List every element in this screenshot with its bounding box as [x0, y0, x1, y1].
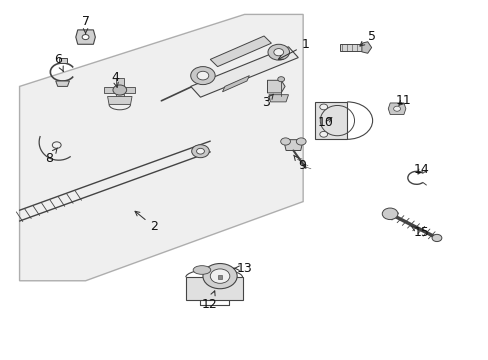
Polygon shape — [315, 102, 346, 139]
Text: 12: 12 — [201, 291, 217, 311]
Polygon shape — [20, 14, 303, 281]
Text: 5: 5 — [359, 30, 375, 46]
Circle shape — [113, 85, 126, 95]
Ellipse shape — [193, 266, 210, 274]
Polygon shape — [339, 44, 361, 51]
Polygon shape — [59, 58, 66, 63]
Polygon shape — [222, 76, 249, 92]
Polygon shape — [387, 103, 405, 114]
Circle shape — [267, 44, 289, 60]
Circle shape — [319, 104, 327, 110]
Circle shape — [197, 71, 208, 80]
Circle shape — [191, 145, 209, 158]
Circle shape — [277, 77, 284, 82]
Text: 10: 10 — [317, 116, 332, 129]
Circle shape — [273, 49, 283, 56]
Text: 1: 1 — [278, 39, 309, 59]
Polygon shape — [56, 81, 69, 86]
Text: 4: 4 — [111, 71, 119, 87]
Text: 9: 9 — [293, 155, 305, 172]
Circle shape — [196, 148, 204, 154]
Circle shape — [382, 208, 397, 220]
Text: 7: 7 — [81, 15, 89, 34]
Text: 13: 13 — [233, 262, 252, 275]
Polygon shape — [107, 96, 132, 104]
Polygon shape — [185, 277, 242, 300]
Text: 14: 14 — [413, 163, 428, 176]
Text: 2: 2 — [135, 211, 158, 233]
Circle shape — [431, 234, 441, 242]
Polygon shape — [218, 275, 222, 279]
Circle shape — [319, 131, 327, 137]
Polygon shape — [104, 87, 115, 93]
Circle shape — [280, 138, 290, 145]
Text: 6: 6 — [54, 53, 63, 71]
Polygon shape — [210, 36, 271, 67]
Circle shape — [82, 35, 89, 40]
Polygon shape — [190, 47, 298, 97]
Circle shape — [393, 106, 400, 111]
Polygon shape — [116, 94, 123, 102]
Polygon shape — [76, 30, 95, 44]
Text: 15: 15 — [410, 226, 428, 239]
Circle shape — [190, 67, 215, 85]
Polygon shape — [361, 42, 371, 53]
Circle shape — [203, 264, 237, 289]
Circle shape — [52, 142, 61, 148]
Polygon shape — [267, 80, 285, 93]
Polygon shape — [268, 95, 288, 102]
Text: 8: 8 — [45, 148, 58, 165]
Circle shape — [210, 269, 229, 283]
Circle shape — [296, 138, 305, 145]
Polygon shape — [283, 140, 303, 150]
Polygon shape — [124, 87, 135, 93]
Text: 3: 3 — [262, 94, 273, 109]
Polygon shape — [116, 78, 123, 86]
Text: 11: 11 — [395, 94, 410, 107]
